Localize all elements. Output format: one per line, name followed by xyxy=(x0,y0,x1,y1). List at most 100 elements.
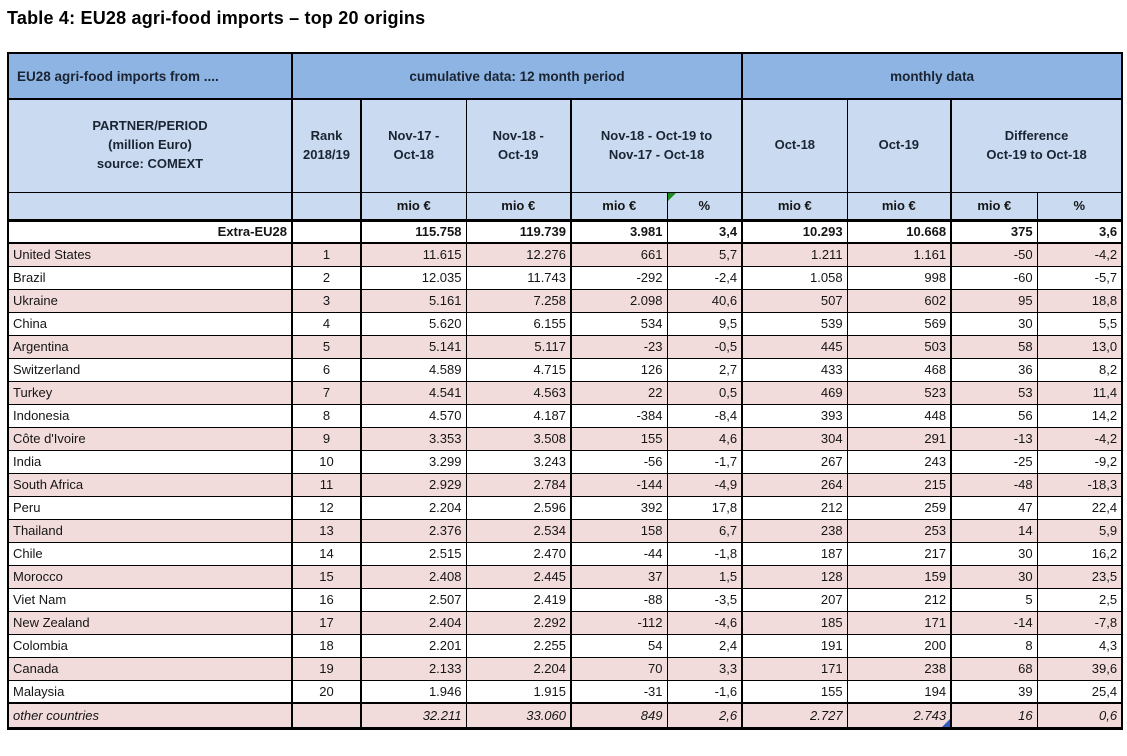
partner-cell: Indonesia xyxy=(7,403,293,428)
value-cell: -88 xyxy=(570,587,668,612)
value-cell: 523 xyxy=(846,380,953,405)
rank-cell: 8 xyxy=(291,403,362,428)
value-cell: 17,8 xyxy=(666,495,744,520)
value-cell: 5 xyxy=(950,587,1038,612)
table-row: Peru 12 2.204 2.596 392 17,8 212 259 47 22,4 xyxy=(7,495,1123,520)
value-cell: -112 xyxy=(570,610,668,635)
value-cell: 2.408 xyxy=(360,564,467,589)
value-cell: 215 xyxy=(846,472,953,497)
value-cell: -50 xyxy=(950,242,1038,267)
value-cell: 448 xyxy=(846,403,953,428)
page-title: Table 4: EU28 agri-food imports – top 20… xyxy=(7,8,426,28)
value-cell: -18,3 xyxy=(1036,472,1123,497)
value-cell: 253 xyxy=(846,518,953,543)
month2-header: Oct-19 xyxy=(846,98,953,193)
rank-cell xyxy=(291,219,362,244)
value-cell: 392 xyxy=(570,495,668,520)
rank-cell: 18 xyxy=(291,633,362,658)
rank-cell: 10 xyxy=(291,449,362,474)
value-cell: 4,6 xyxy=(666,426,744,451)
value-cell: 5.620 xyxy=(360,311,467,336)
green-corner-flag-icon xyxy=(668,193,676,201)
value-cell: 3,6 xyxy=(1036,219,1123,244)
table-row: Extra-EU28 115.758 119.739 3.981 3,4 10.293 1… xyxy=(7,219,1123,244)
value-cell: 14 xyxy=(950,518,1038,543)
value-cell: 30 xyxy=(950,564,1038,589)
value-cell: 4.715 xyxy=(465,357,572,382)
value-cell: 2.376 xyxy=(360,518,467,543)
value-cell: 3,4 xyxy=(666,219,744,244)
value-cell: 9,5 xyxy=(666,311,744,336)
table-row: United States 1 11.615 12.276 661 5,7 1.211 1… xyxy=(7,242,1123,267)
value-cell: 2,5 xyxy=(1036,587,1123,612)
column-header-row: PARTNER/PERIOD (million Euro) source: CO… xyxy=(7,98,1123,193)
value-cell: 40,6 xyxy=(666,288,744,313)
value-cell: 393 xyxy=(741,403,848,428)
value-cell: 433 xyxy=(741,357,848,382)
value-cell: 1.161 xyxy=(846,242,953,267)
partner-cell: Brazil xyxy=(7,265,293,290)
rank-cell: 16 xyxy=(291,587,362,612)
partner-cell: Ukraine xyxy=(7,288,293,313)
value-cell: 54 xyxy=(570,633,668,658)
value-cell: 10.293 xyxy=(741,219,848,244)
value-cell: 185 xyxy=(741,610,848,635)
value-cell: -4,6 xyxy=(666,610,744,635)
table-row: Morocco 15 2.408 2.445 37 1,5 128 159 30 23,5 xyxy=(7,564,1123,589)
value-cell: 2.419 xyxy=(465,587,572,612)
value-cell: -23 xyxy=(570,334,668,359)
value-cell: -48 xyxy=(950,472,1038,497)
partner-cell: Peru xyxy=(7,495,293,520)
value-cell: -4,2 xyxy=(1036,426,1123,451)
value-cell: 16,2 xyxy=(1036,541,1123,566)
partner-cell: South Africa xyxy=(7,472,293,497)
rank-cell: 14 xyxy=(291,541,362,566)
value-cell: 4.589 xyxy=(360,357,467,382)
value-cell: 2.133 xyxy=(360,656,467,681)
rank-cell: 3 xyxy=(291,288,362,313)
value-cell: 4.541 xyxy=(360,380,467,405)
value-cell: 12.035 xyxy=(360,265,467,290)
value-cell: 171 xyxy=(846,610,953,635)
partner-cell: United States xyxy=(7,242,293,267)
unit-cell: mio € xyxy=(570,191,668,222)
value-cell: 238 xyxy=(846,656,953,681)
unit-cell: % xyxy=(666,191,744,222)
value-cell: -3,5 xyxy=(666,587,744,612)
document-page: Table 4: EU28 agri-food imports – top 20… xyxy=(7,8,1124,730)
value-cell: 4,3 xyxy=(1036,633,1123,658)
partner-cell: other countries xyxy=(7,702,293,729)
value-cell: -25 xyxy=(950,449,1038,474)
value-cell: 5.141 xyxy=(360,334,467,359)
value-cell: 0,5 xyxy=(666,380,744,405)
rank-cell: 13 xyxy=(291,518,362,543)
value-cell: 70 xyxy=(570,656,668,681)
value-cell: 10.668 xyxy=(846,219,953,244)
value-cell: 259 xyxy=(846,495,953,520)
imports-table: EU28 agri-food imports from .... cumulat… xyxy=(7,52,1124,730)
value-cell: 3,3 xyxy=(666,656,744,681)
value-cell: 2.534 xyxy=(465,518,572,543)
table-row: Malaysia 20 1.946 1.915 -31 -1,6 155 194 39 25,… xyxy=(7,679,1123,704)
value-cell: -384 xyxy=(570,403,668,428)
partner-cell: Chile xyxy=(7,541,293,566)
value-cell: 158 xyxy=(570,518,668,543)
value-cell: -31 xyxy=(570,679,668,704)
value-cell: 155 xyxy=(570,426,668,451)
value-cell: 2.727 xyxy=(741,702,848,729)
value-cell: 115.758 xyxy=(360,219,467,244)
value-cell: 25,4 xyxy=(1036,679,1123,704)
value-cell: 8 xyxy=(950,633,1038,658)
value-cell: 7.258 xyxy=(465,288,572,313)
value-cell: 11.615 xyxy=(360,242,467,267)
value-cell: 445 xyxy=(741,334,848,359)
value-cell: 8,2 xyxy=(1036,357,1123,382)
value-cell: 539 xyxy=(741,311,848,336)
value-cell: 217 xyxy=(846,541,953,566)
cumulative-group-header: cumulative data: 12 month period xyxy=(291,52,744,100)
partner-cell: Switzerland xyxy=(7,357,293,382)
value-cell: 2.404 xyxy=(360,610,467,635)
unit-cell: mio € xyxy=(950,191,1038,222)
value-cell: 212 xyxy=(846,587,953,612)
value-cell: 4.187 xyxy=(465,403,572,428)
